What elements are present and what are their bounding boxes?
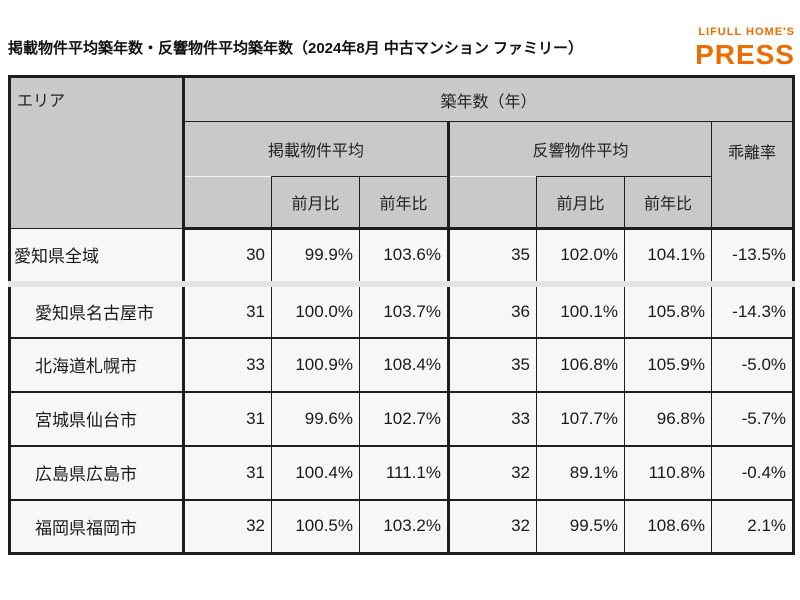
listed-avg-value: 31 <box>182 391 272 447</box>
row-area-label: 愛知県全域 <box>9 228 184 287</box>
inquiry-mom-value: 100.1% <box>536 283 625 339</box>
row-area-label: 広島県広島市 <box>9 445 184 501</box>
inquiry-yoy-value: 105.9% <box>624 337 712 393</box>
listed-mom-value: 99.9% <box>271 228 360 287</box>
inquiry-mom-value: 106.8% <box>536 337 625 393</box>
inquiry-yoy-value: 105.8% <box>624 283 712 339</box>
inquiry-mom-header: 前月比 <box>536 176 625 230</box>
listed-mom-value: 100.9% <box>271 337 360 393</box>
row-area-label: 愛知県名古屋市 <box>9 283 184 339</box>
inquiry-avg-value: 35 <box>447 337 537 393</box>
area-column-header: エリア <box>9 76 184 229</box>
listed-yoy-value: 103.2% <box>359 499 449 555</box>
listed-yoy-value: 103.6% <box>359 228 449 287</box>
inquiry-avg-value-spacer <box>447 176 537 230</box>
row-area-label: 北海道札幌市 <box>9 337 184 393</box>
logo-press-text: PRESS <box>695 39 795 70</box>
deviation-value: 2.1% <box>710 499 795 555</box>
listed-yoy-value: 111.1% <box>359 445 449 501</box>
table-row-fukuoka: 福岡県福岡市 32 100.5% 103.2% 32 99.5% 108.6% … <box>9 499 795 555</box>
listed-yoy-value: 102.7% <box>359 391 449 447</box>
listed-mom-value: 100.4% <box>271 445 360 501</box>
lifull-homes-press-logo: LIFULL HOME'S PRESS <box>695 27 795 69</box>
inquiry-mom-value: 89.1% <box>536 445 625 501</box>
listed-mom-value: 99.6% <box>271 391 360 447</box>
header-row-1: エリア 築年数（年） <box>9 76 795 229</box>
listed-avg-value: 32 <box>182 499 272 555</box>
inquiry-yoy-header: 前年比 <box>624 176 712 230</box>
listed-avg-value: 31 <box>182 283 272 339</box>
listed-avg-value: 30 <box>182 228 272 287</box>
listed-avg-value: 31 <box>182 445 272 501</box>
table-row-sapporo: 北海道札幌市 33 100.9% 108.4% 35 106.8% 105.9%… <box>9 337 795 393</box>
deviation-value: -13.5% <box>710 228 795 287</box>
inquiry-yoy-value: 104.1% <box>624 228 712 287</box>
table-row-sendai: 宮城県仙台市 31 99.6% 102.7% 33 107.7% 96.8% -… <box>9 391 795 447</box>
listed-avg-value-spacer <box>182 176 272 230</box>
logo-lifull-homes-text: LIFULL HOME'S <box>698 26 795 38</box>
inquiry-mom-value: 102.0% <box>536 228 625 287</box>
inquiry-yoy-value: 108.6% <box>624 499 712 555</box>
deviation-value: -5.7% <box>710 391 795 447</box>
inquiry-avg-value: 36 <box>447 283 537 339</box>
inquiry-avg-value: 33 <box>447 391 537 447</box>
inquiry-avg-value: 35 <box>447 228 537 287</box>
listed-yoy-header: 前年比 <box>359 176 449 230</box>
row-area-label: 宮城県仙台市 <box>9 391 184 447</box>
building-age-table: エリア 築年数（年） 掲載物件平均 反響物件平均 乖離率 前月比 前年比 前月比… <box>8 75 796 555</box>
listed-mom-header: 前月比 <box>271 176 360 230</box>
deviation-value: -14.3% <box>710 283 795 339</box>
deviation-value: -5.0% <box>710 337 795 393</box>
header-row-3: 前月比 前年比 前月比 前年比 <box>10 176 794 230</box>
deviation-value: -0.4% <box>710 445 795 501</box>
page-title: 掲載物件平均築年数・反響物件平均築年数（2024年8月 中古マンション ファミリ… <box>8 40 584 57</box>
table-row-aichi-zeniki: 愛知県全域 30 99.9% 103.6% 35 102.0% 104.1% -… <box>9 228 795 287</box>
inquiry-yoy-value: 110.8% <box>624 445 712 501</box>
inquiry-avg-value: 32 <box>447 445 537 501</box>
deviation-rate-header: 乖離率 <box>710 121 795 230</box>
inquiry-avg-value: 32 <box>447 499 537 555</box>
header-row-2: 掲載物件平均 反響物件平均 乖離率 <box>10 121 795 230</box>
listed-yoy-value: 103.7% <box>359 283 449 339</box>
inquiry-yoy-value: 96.8% <box>624 391 712 447</box>
listed-mom-value: 100.0% <box>271 283 360 339</box>
row-area-label: 福岡県福岡市 <box>9 499 184 555</box>
building-age-group-header: 築年数（年） <box>181 76 795 122</box>
table-row-hiroshima: 広島県広島市 31 100.4% 111.1% 32 89.1% 110.8% … <box>9 445 795 501</box>
inquiry-average-group-header: 反響物件平均 <box>447 121 712 177</box>
listed-mom-value: 100.5% <box>271 499 360 555</box>
inquiry-mom-value: 107.7% <box>536 391 625 447</box>
listed-yoy-value: 108.4% <box>359 337 449 393</box>
table-row-nagoya: 愛知県名古屋市 31 100.0% 103.7% 36 100.1% 105.8… <box>9 283 795 339</box>
inquiry-mom-value: 99.5% <box>536 499 625 555</box>
listed-avg-value: 33 <box>182 337 272 393</box>
listed-average-group-header: 掲載物件平均 <box>182 121 449 177</box>
